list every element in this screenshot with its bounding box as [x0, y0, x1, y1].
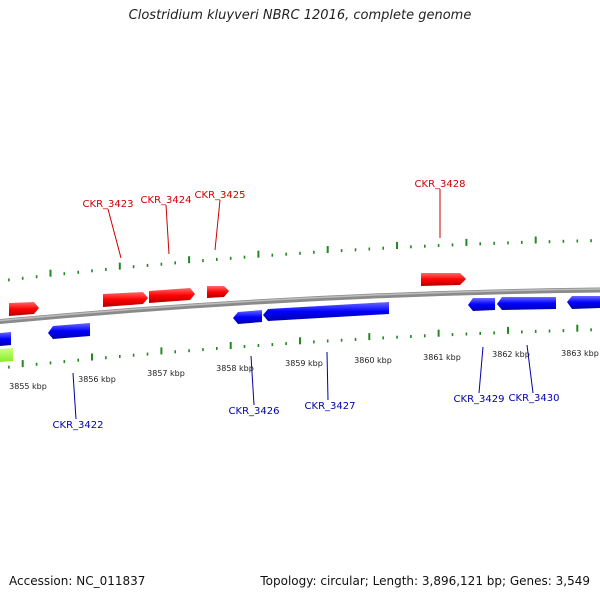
gene-label[interactable]: CKR_3428 [415, 179, 466, 190]
gene-arrow[interactable] [421, 273, 466, 286]
scale-label: 3857 kbp [147, 369, 185, 378]
genome-backbone [0, 287, 600, 325]
forward-strand-tick-track [8, 236, 592, 282]
gene-arrow[interactable] [207, 286, 229, 298]
scale-label: 3863 kbp [561, 349, 599, 358]
gene-arrow[interactable] [103, 292, 148, 307]
gene-label[interactable]: CKR_3423 [83, 199, 134, 210]
other-feature[interactable] [0, 348, 13, 362]
scale-label: 3860 kbp [354, 356, 392, 365]
forward-genes [9, 273, 466, 316]
scale-label: 3855 kbp [9, 382, 47, 391]
forward-label-leaders [107, 189, 441, 259]
gene-label[interactable]: CKR_3427 [305, 401, 356, 412]
gene-arrow[interactable] [0, 332, 11, 346]
scale-label: 3859 kbp [285, 359, 323, 368]
gene-arrow[interactable] [48, 323, 90, 339]
gene-arrow[interactable] [468, 298, 495, 311]
gene-label[interactable]: CKR_3426 [229, 406, 280, 417]
scale-label: 3862 kbp [492, 350, 530, 359]
gene-arrow[interactable] [9, 302, 39, 316]
scale-labels: 3855 kbp 3856 kbp 3857 kbp 3858 kbp 3859… [9, 349, 599, 391]
gene-label[interactable]: CKR_3422 [53, 420, 104, 431]
reverse-gene-labels: CKR_3422 CKR_3426 CKR_3427 CKR_3429 CKR_… [53, 393, 560, 431]
scale-label: 3856 kbp [78, 375, 116, 384]
forward-gene-labels: CKR_3423 CKR_3424 CKR_3425 CKR_3428 [83, 179, 466, 210]
scale-label: 3861 kbp [423, 353, 461, 362]
gene-label[interactable]: CKR_3430 [509, 393, 560, 404]
gene-arrow[interactable] [149, 288, 195, 303]
map-title: Clostridium kluyveri NBRC 12016, complet… [128, 8, 472, 23]
scale-label: 3858 kbp [216, 364, 254, 373]
reverse-strand-tick-track [8, 324, 592, 369]
gene-arrow[interactable] [497, 297, 556, 310]
reverse-genes [0, 296, 600, 346]
accession-text: Accession: NC_011837 [9, 574, 146, 588]
gene-arrow[interactable] [233, 310, 262, 324]
reverse-label-leaders [72, 344, 534, 420]
gene-arrow[interactable] [567, 296, 600, 309]
genome-info-text: Topology: circular; Length: 3,896,121 bp… [260, 574, 590, 588]
gene-label[interactable]: CKR_3425 [195, 190, 246, 201]
gene-label[interactable]: CKR_3429 [454, 394, 505, 405]
genome-backbone-highlight [0, 288, 600, 322]
gene-label[interactable]: CKR_3424 [141, 195, 192, 206]
gene-arrow[interactable] [263, 302, 389, 321]
